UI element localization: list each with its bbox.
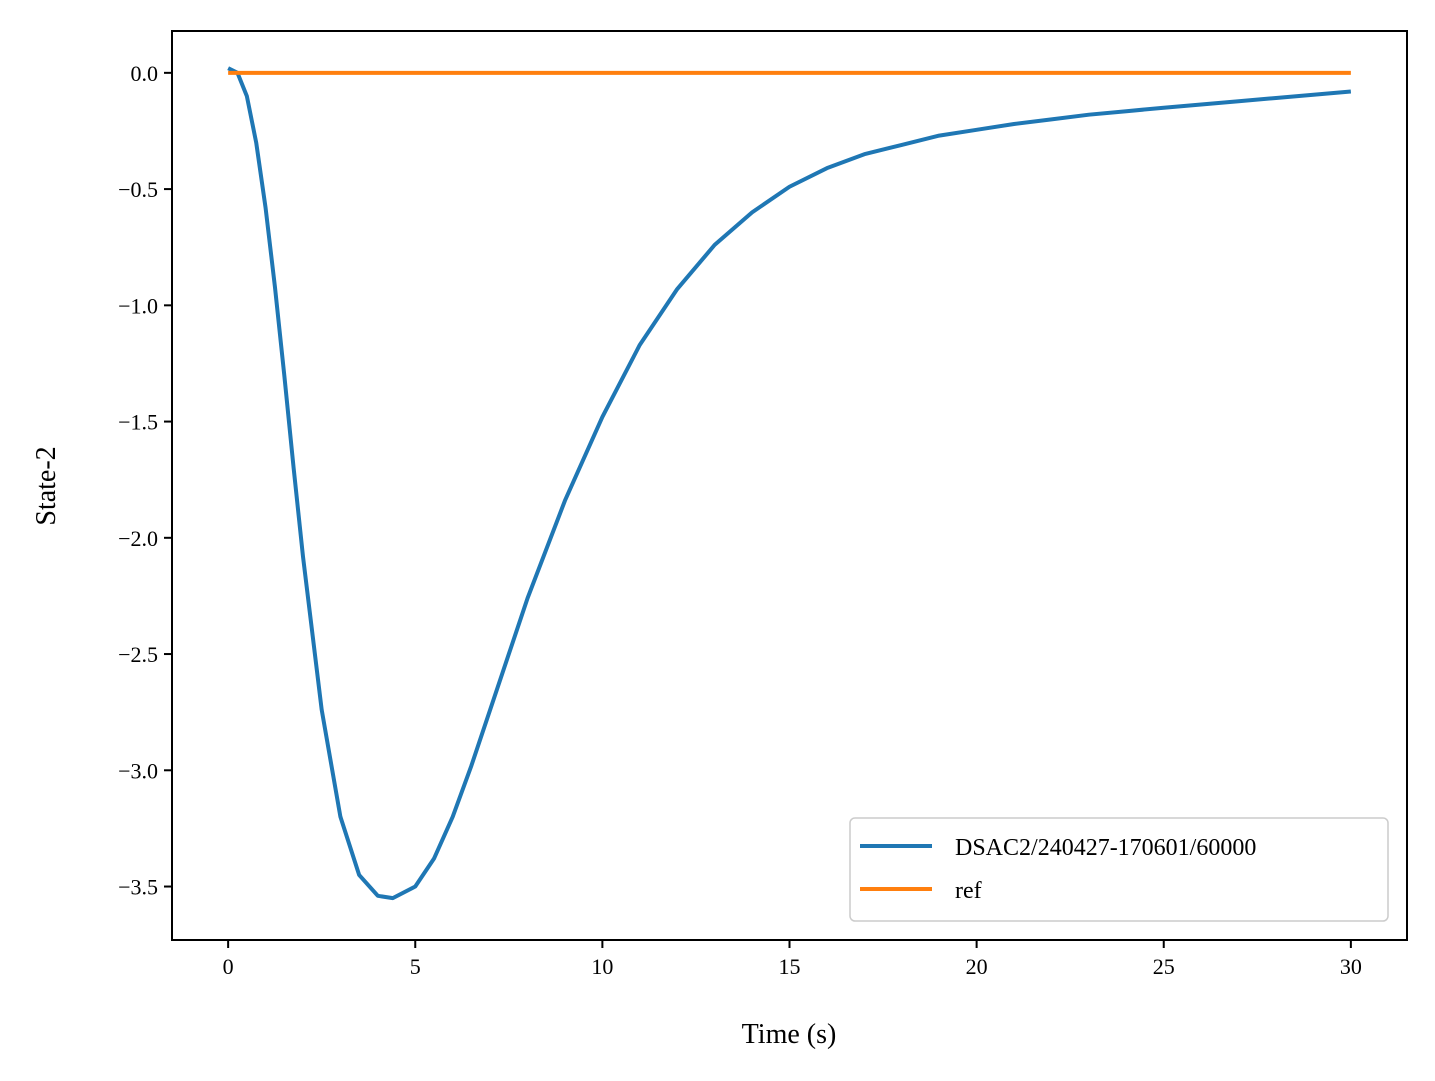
y-tick-label: −3.5 [118,875,158,900]
y-axis-label: State-2 [31,446,62,525]
legend-label-dsac2: DSAC2/240427-170601/60000 [955,835,1256,861]
y-axis-ticks: 0.0 −0.5 −1.0 −1.5 −2.0 −2.5 −3.0 −3.5 [118,61,172,900]
legend-label-ref: ref [955,878,982,904]
y-tick-label: −0.5 [118,177,158,202]
y-tick-label: −2.5 [118,642,158,667]
x-tick-label: 10 [591,954,613,979]
legend: DSAC2/240427-170601/60000 ref [849,817,1389,922]
x-tick-label: 20 [966,954,988,979]
x-tick-label: 15 [779,954,801,979]
y-tick-label: −1.5 [118,410,158,435]
x-axis-label: Time (s) [742,1019,837,1050]
y-tick-label: −1.0 [118,293,158,318]
y-tick-label: −2.0 [118,526,158,551]
legend-box [849,817,1389,922]
x-axis-ticks: 0 5 10 15 20 25 30 [223,940,1362,979]
y-tick-label: 0.0 [131,61,159,86]
x-tick-label: 5 [410,954,421,979]
x-tick-label: 30 [1340,954,1362,979]
series-line-dsac2 [227,66,1352,901]
x-tick-label: 0 [223,954,234,979]
x-tick-label: 25 [1153,954,1175,979]
series-layer [227,66,1352,901]
y-tick-label: −3.0 [118,758,158,783]
